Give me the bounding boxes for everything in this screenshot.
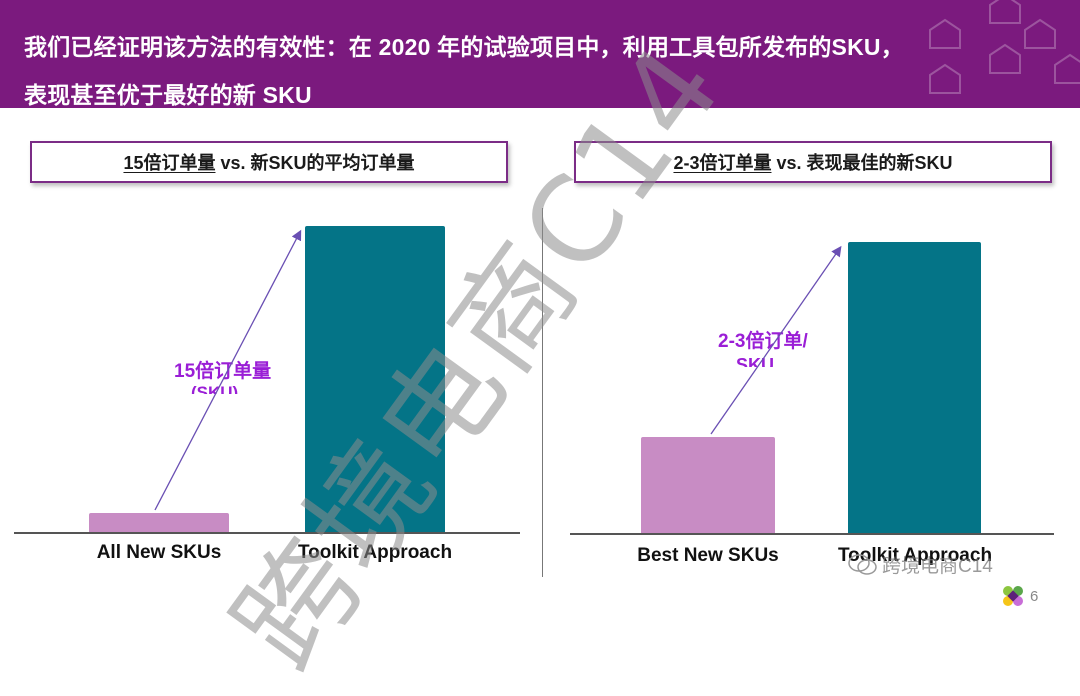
headline-line-2: 表现甚至优于最好的新 SKU: [24, 82, 312, 108]
wechat-watermark: 跨境电商C14: [848, 551, 993, 578]
right-title-rest: vs. 表现最佳的新SKU: [771, 153, 953, 173]
right-x-axis: [570, 533, 1054, 535]
right-chart-title: 2-3倍订单量 vs. 表现最佳的新SKU: [574, 141, 1052, 183]
bar-toolkit-approach-left: [305, 226, 445, 533]
bar-best-new-skus: [641, 437, 775, 533]
slide-header: 我们已经证明该方法的有效性：在 2020 年的试验项目中，利用工具包所发布的SK…: [0, 0, 1080, 108]
headline-line-1: 我们已经证明该方法的有效性：在 2020 年的试验项目中，利用工具包所发布的SK…: [24, 34, 904, 60]
left-annotation-cut: (SKU): [191, 385, 238, 394]
left-chart-title: 15倍订单量 vs. 新SKU的平均订单量: [30, 141, 508, 183]
company-logo: [1003, 586, 1023, 606]
hexagon-pattern-decoration: [929, 0, 1080, 94]
right-annotation: 2-3倍订单/: [718, 331, 808, 352]
left-title-emphasis: 15倍订单量: [123, 153, 216, 173]
right-annotation-cut: SKU: [736, 356, 775, 367]
wechat-watermark-text: 跨境电商C14: [882, 556, 993, 577]
page-number: 6: [1030, 588, 1039, 605]
bar-toolkit-approach-right: [848, 242, 981, 533]
category-label-toolkit-approach-left: Toolkit Approach: [297, 542, 453, 563]
right-title-emphasis: 2-3倍订单量: [673, 153, 772, 173]
category-label-best-new-skus: Best New SKUs: [637, 545, 779, 566]
panel-divider: [542, 208, 543, 577]
bar-all-new-skus: [89, 513, 229, 533]
left-annotation: 15倍订单量: [174, 361, 272, 382]
left-title-rest: vs. 新SKU的平均订单量: [215, 153, 415, 173]
category-label-toolkit-approach-right: Toolkit Approach: [837, 545, 993, 566]
left-x-axis: [14, 532, 520, 534]
category-label-all-new-skus: All New SKUs: [96, 542, 222, 563]
wechat-icon: [848, 553, 877, 575]
